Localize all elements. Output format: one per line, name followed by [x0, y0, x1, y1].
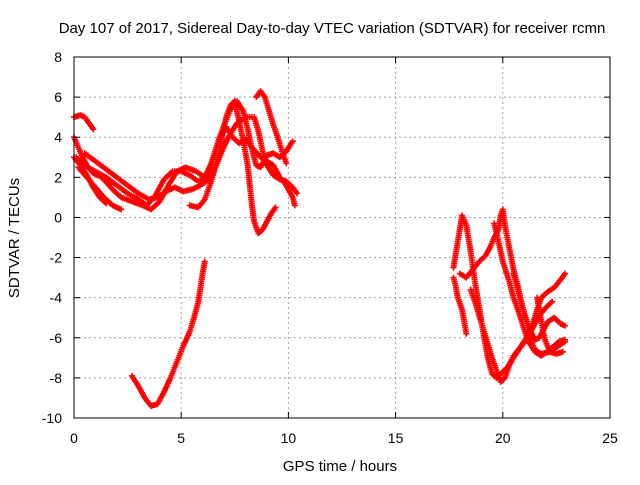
- data-point-marker: [293, 190, 300, 197]
- x-tick-label: 25: [602, 430, 618, 446]
- x-tick-label: 5: [177, 430, 185, 446]
- data-point-marker: [561, 322, 568, 329]
- data-points: [71, 88, 568, 409]
- y-tick-label: 6: [54, 89, 62, 105]
- x-tick-label: 0: [70, 430, 78, 446]
- y-tick-label: -6: [50, 330, 63, 346]
- plot-frame: [73, 56, 611, 419]
- x-tick-label: 10: [281, 430, 297, 446]
- data-point-marker: [561, 336, 568, 343]
- data-point-marker: [291, 202, 298, 209]
- data-point-marker: [90, 126, 97, 133]
- y-tick-label: 4: [54, 129, 62, 145]
- y-tick-label: -4: [50, 290, 63, 306]
- x-tick-label: 15: [388, 430, 404, 446]
- y-axis-label: SDTVAR / TECUs: [6, 178, 23, 298]
- y-tick-label: -8: [50, 370, 63, 386]
- data-point-marker: [201, 258, 208, 265]
- data-point-marker: [463, 330, 470, 337]
- data-point-marker: [272, 204, 279, 211]
- y-tick-label: 0: [54, 209, 62, 225]
- data-point-marker: [561, 270, 568, 277]
- x-tick-label: 20: [495, 430, 511, 446]
- y-tick-label: -2: [50, 250, 63, 266]
- x-axis-label: GPS time / hours: [283, 458, 397, 475]
- data-point-marker: [559, 348, 566, 355]
- axis-ticks: 0 5 10 15 20 25 -10 -8 -6 -4 -2 0 2 4 6 8: [42, 49, 618, 446]
- data-point-marker: [283, 160, 290, 167]
- y-tick-label: 2: [54, 169, 62, 185]
- data-point-marker: [549, 298, 556, 305]
- data-point-marker: [289, 138, 296, 145]
- grid: [74, 57, 610, 418]
- data-point-marker: [118, 206, 125, 213]
- chart-title: Day 107 of 2017, Sidereal Day-to-day VTE…: [59, 20, 606, 37]
- y-tick-label: 8: [54, 49, 62, 65]
- y-tick-label: -10: [42, 410, 62, 426]
